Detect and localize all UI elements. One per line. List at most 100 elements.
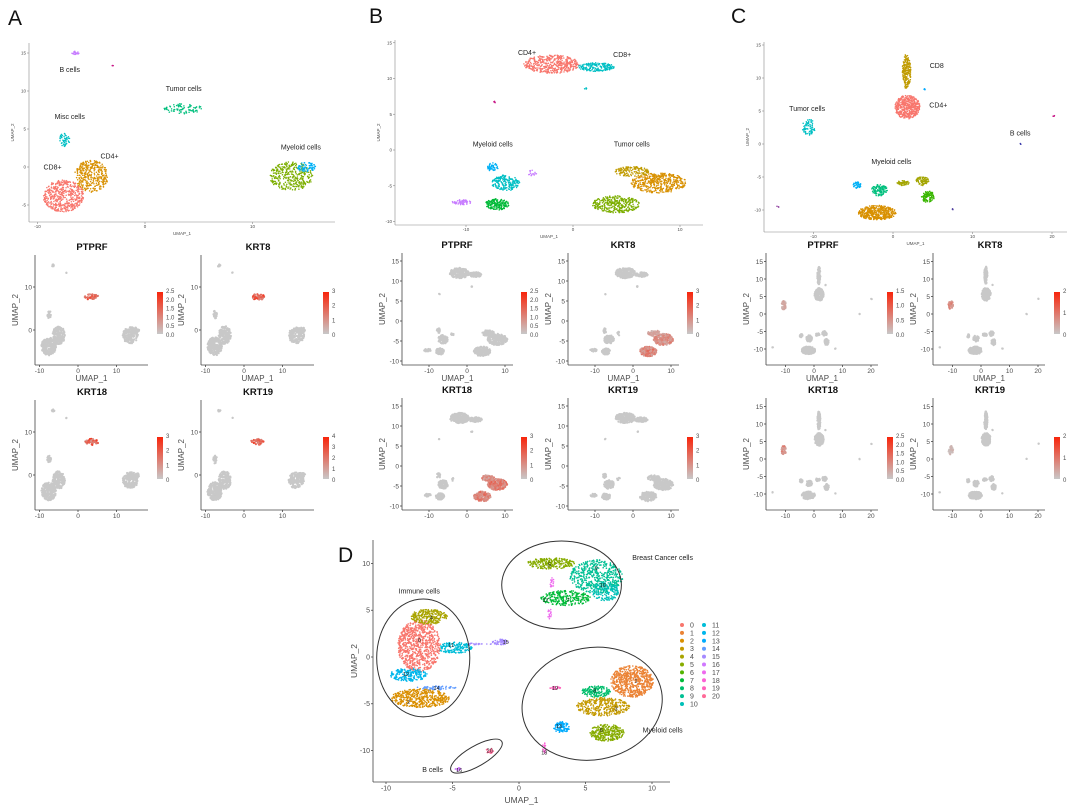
data-point <box>209 338 212 341</box>
data-point <box>56 330 59 333</box>
data-point <box>544 62 547 64</box>
data-point <box>295 477 298 481</box>
x-axis-label: UMAP_1 <box>241 374 274 383</box>
x-tick-label: -10 <box>35 513 45 520</box>
data-point <box>52 205 55 207</box>
data-point <box>100 166 103 169</box>
data-point <box>93 295 97 298</box>
data-point <box>495 181 498 183</box>
data-point <box>536 62 538 65</box>
x-tick-label: 0 <box>76 513 80 520</box>
data-point <box>46 199 48 202</box>
data-point <box>298 185 300 188</box>
data-point <box>79 188 81 190</box>
data-point <box>309 164 311 167</box>
data-point <box>102 180 105 183</box>
data-point <box>54 492 57 495</box>
data-point <box>550 54 552 57</box>
data-point <box>185 112 188 114</box>
data-point <box>64 133 66 135</box>
data-point <box>90 163 92 165</box>
data-point <box>296 331 299 334</box>
data-point <box>286 162 288 165</box>
data-point <box>602 69 605 71</box>
data-point <box>68 137 70 140</box>
data-point <box>82 179 84 182</box>
data-point <box>72 196 74 198</box>
data-point <box>533 58 536 60</box>
data-point <box>50 351 53 354</box>
data-point <box>93 167 96 169</box>
data-point <box>609 68 611 70</box>
colorbar-tick-label: 0 <box>332 333 336 339</box>
data-point <box>298 168 301 170</box>
data-point <box>59 135 62 138</box>
x-tick-label: -10 <box>35 368 45 375</box>
data-point <box>101 167 104 169</box>
data-point <box>604 69 607 72</box>
data-point <box>308 162 310 164</box>
data-point <box>494 168 496 170</box>
data-point <box>183 107 186 109</box>
data-point <box>128 331 131 334</box>
data-point <box>87 161 90 164</box>
data-point <box>91 297 94 300</box>
data-point <box>556 56 559 59</box>
data-point <box>175 104 178 107</box>
data-point <box>298 475 301 478</box>
data-point <box>274 172 277 174</box>
data-point <box>561 59 563 62</box>
data-point <box>541 56 544 58</box>
data-point <box>53 197 55 200</box>
data-point <box>68 205 70 207</box>
data-point <box>61 134 64 137</box>
data-point <box>54 190 57 192</box>
data-point <box>533 69 536 72</box>
data-point <box>99 166 101 169</box>
data-point <box>102 165 104 167</box>
data-point <box>105 169 107 171</box>
data-point <box>214 454 217 457</box>
data-point <box>547 66 550 68</box>
data-point <box>564 64 567 66</box>
data-point <box>80 162 82 165</box>
data-point <box>585 88 588 90</box>
data-point <box>49 347 53 350</box>
colorbar-tick-label: 2.5 <box>166 289 175 295</box>
data-point <box>288 178 290 181</box>
data-point <box>63 189 66 192</box>
data-point <box>65 140 67 142</box>
data-point <box>55 183 57 186</box>
data-point <box>300 172 302 174</box>
data-point <box>98 183 100 185</box>
data-point <box>507 182 510 184</box>
data-point <box>310 162 313 165</box>
data-point <box>210 344 213 348</box>
data-point <box>63 135 65 138</box>
data-point <box>49 191 52 194</box>
colorbar-tick-label: 3 <box>332 289 336 295</box>
data-point <box>289 181 291 183</box>
data-point <box>94 187 97 190</box>
data-point <box>128 328 131 331</box>
data-point <box>70 207 72 209</box>
data-point <box>215 338 218 341</box>
data-point <box>47 310 51 313</box>
data-point <box>310 175 312 178</box>
data-point <box>92 179 95 181</box>
data-point <box>594 64 597 66</box>
data-point <box>207 493 210 496</box>
data-point <box>96 161 99 163</box>
data-point <box>55 198 57 201</box>
data-point <box>553 59 555 61</box>
data-point <box>229 479 232 482</box>
data-point <box>62 139 64 141</box>
data-point <box>501 182 504 184</box>
data-point <box>194 107 197 109</box>
data-point <box>58 191 61 193</box>
data-point <box>293 334 296 337</box>
data-point <box>48 313 52 316</box>
data-point <box>60 199 63 202</box>
data-point <box>100 168 103 171</box>
